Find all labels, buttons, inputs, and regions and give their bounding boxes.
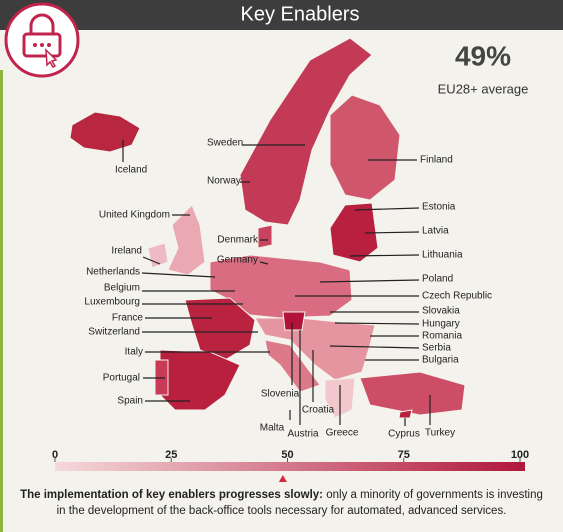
average-marker	[278, 475, 287, 482]
header-bar	[0, 0, 563, 30]
country-label: Belgium	[104, 283, 140, 294]
leader-line	[141, 272, 216, 278]
color-scale	[55, 462, 525, 471]
country-label: Norway	[207, 176, 241, 187]
leader-line	[329, 345, 420, 349]
country-label: Switzerland	[88, 327, 140, 338]
country-label: Iceland	[115, 165, 147, 176]
caption-bold: The implementation of key enablers progr…	[20, 489, 324, 501]
leader-line	[142, 256, 161, 265]
map	[69, 37, 466, 419]
country-label: Ireland	[111, 246, 142, 257]
country-label: Austria	[287, 429, 319, 440]
leader-line	[354, 207, 420, 211]
country-label: Serbia	[422, 343, 451, 354]
country-label: Italy	[125, 347, 143, 358]
side-accent	[0, 70, 3, 532]
caption: The implementation of key enablers progr…	[20, 487, 543, 519]
country-label: Poland	[422, 274, 453, 285]
country-label: Czech Republic	[422, 291, 492, 302]
leader-line	[334, 322, 420, 325]
country-label: Sweden	[207, 138, 243, 149]
country-label: France	[112, 313, 144, 324]
leader-line	[319, 279, 420, 283]
leader-line	[349, 254, 420, 257]
tick-label: 0	[52, 449, 58, 461]
country-label: Germany	[217, 255, 258, 266]
average-value: 49%	[455, 40, 511, 71]
country-label: Malta	[260, 423, 285, 434]
icon	[4, 2, 80, 78]
scale-axis: 0 25 50 75 100	[52, 449, 529, 482]
country-label: Romania	[422, 331, 462, 342]
country-label: Netherlands	[86, 267, 140, 278]
leader-line	[259, 261, 269, 265]
country-label: Luxembourg	[84, 297, 140, 308]
tick-label: 75	[398, 449, 410, 461]
country-label: Bulgaria	[422, 355, 459, 366]
country-label: Croatia	[302, 405, 335, 416]
country-label: Estonia	[422, 202, 456, 213]
caption-text: only a minority of governments is invest…	[56, 489, 543, 517]
country-label: Greece	[326, 428, 359, 439]
country-labels: Iceland Sweden Norway Finland Estonia Latvia L…	[84, 138, 492, 440]
tick-label: 100	[511, 449, 529, 461]
country-label: Cyprus	[388, 429, 420, 440]
tick-label: 50	[281, 449, 293, 461]
country-label: United Kingdom	[99, 210, 170, 221]
country-label: Lithuania	[422, 250, 463, 261]
tick-label: 25	[165, 449, 177, 461]
country-label: Portugal	[103, 373, 140, 384]
country-label: Slovakia	[422, 306, 460, 317]
leader-line	[364, 231, 420, 234]
country-label: Slovenia	[261, 389, 300, 400]
country-label: Turkey	[425, 428, 455, 439]
average-label: EU28+ average	[438, 81, 529, 96]
country-label: Latvia	[422, 226, 449, 237]
country-label: Denmark	[217, 235, 259, 246]
title: Key Enablers	[241, 3, 360, 25]
country-label: Finland	[420, 155, 453, 166]
country-label: Spain	[117, 396, 143, 407]
country-label: Hungary	[422, 319, 460, 330]
